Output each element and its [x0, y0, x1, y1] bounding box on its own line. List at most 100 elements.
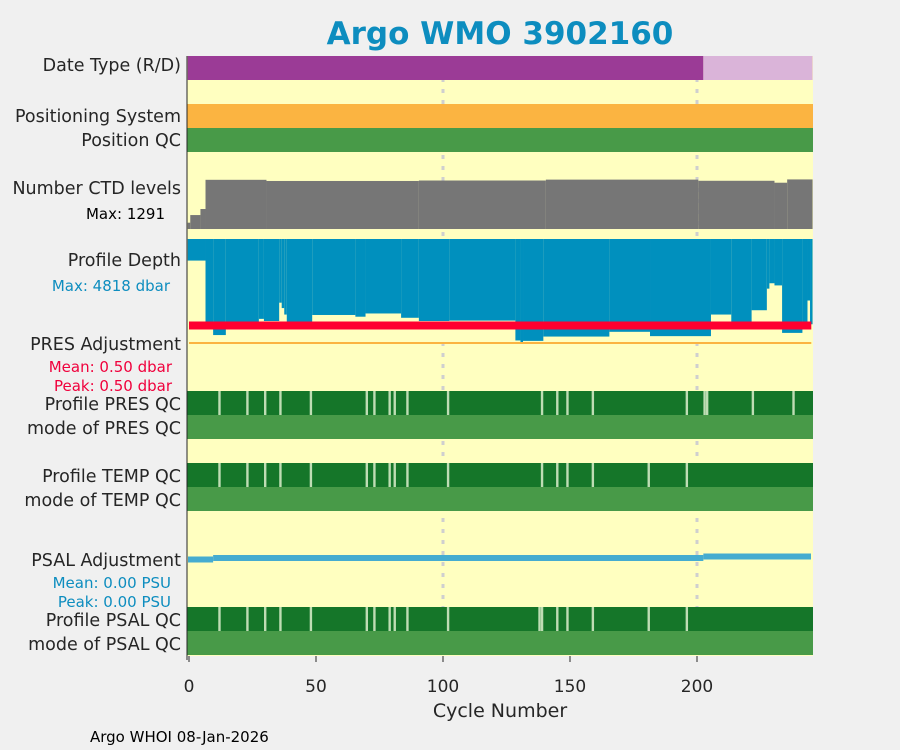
profile-depth-bar — [279, 239, 282, 303]
positioning-system-bar — [187, 104, 813, 128]
profile-depth-bar — [751, 239, 767, 311]
label-pres-qc-mode: mode of PRES QC — [27, 419, 181, 439]
profile-depth-bar — [258, 239, 264, 319]
grid-lines — [441, 56, 699, 656]
position-qc-bar — [187, 128, 813, 152]
date-type-D-bar — [703, 56, 813, 80]
label-pres-qc: Profile PRES QC — [45, 395, 181, 415]
pres-qc-flag-mark — [309, 391, 313, 415]
psal-qc-flag-mark — [365, 607, 368, 631]
pres-qc-flag-mark — [446, 391, 450, 415]
profile-depth-bar — [523, 239, 544, 341]
profile-depth-bar — [187, 239, 206, 261]
temp-qc-flag-mark — [406, 463, 409, 487]
x-tick-label: 100 — [427, 677, 459, 697]
profile-depth-bar — [284, 239, 287, 315]
pres-qc-flag-mark — [373, 391, 376, 415]
temp-qc-flag-mark — [264, 463, 267, 487]
profile-depth-bar — [543, 239, 610, 337]
pres-qc-flag-mark — [540, 391, 544, 415]
x-axis: 0 50 100 150 200 — [184, 656, 713, 697]
profile-depth-bar — [810, 239, 813, 325]
pres-qc-bar — [187, 391, 813, 415]
panel-labels: Date Type (R/D) Positioning System Posit… — [12, 56, 181, 655]
temp-qc-flag-mark — [446, 463, 450, 487]
profile-depth-bar — [515, 239, 521, 341]
temp-qc-flag-mark — [393, 463, 396, 487]
pres-qc-flag-mark — [556, 391, 559, 415]
psal-qc-flag-mark — [538, 607, 541, 631]
label-positioning-system: Positioning System — [15, 107, 181, 127]
psal-qc-flag-mark — [393, 607, 396, 631]
profile-depth-bar — [263, 239, 280, 322]
profile-depth-bar — [807, 239, 811, 301]
psal-qc-flag-mark — [279, 607, 282, 631]
profile-depth-bar — [205, 239, 214, 323]
label-ctd-max: Max: 1291 — [86, 205, 165, 223]
label-position-qc: Position QC — [81, 131, 181, 151]
profile-depth-bar — [520, 239, 524, 343]
pres-qc-flag-mark — [218, 391, 221, 415]
profile-depth-bar — [769, 239, 775, 284]
label-ctd-levels: Number CTD levels — [12, 179, 181, 199]
pres-qc-flag-mark — [566, 391, 569, 415]
temp-qc-bar — [187, 463, 813, 487]
profile-depth-bar — [401, 239, 419, 318]
psal-qc-flag-mark — [218, 607, 221, 631]
psal-qc-flag-mark — [264, 607, 267, 631]
ctd-levels-bar — [187, 222, 191, 229]
pres-qc-flag-mark — [705, 391, 709, 415]
label-psal-qc-mode: mode of PSAL QC — [28, 635, 181, 655]
profile-depth-bar — [766, 239, 770, 289]
profile-depth-bar — [355, 239, 366, 317]
pres-qc-flag-mark — [365, 391, 368, 415]
ctd-levels-bar — [200, 209, 206, 229]
label-profile-depth: Profile Depth — [68, 251, 181, 271]
profile-depth-bar — [802, 239, 808, 323]
temp-qc-mode-bar — [187, 487, 813, 511]
ctd-levels-bar — [698, 180, 775, 229]
profile-depth-bar — [609, 239, 651, 332]
temp-qc-flag-mark — [309, 463, 313, 487]
profile-depth-bar — [710, 239, 732, 315]
psal-qc-flag-mark — [246, 607, 249, 631]
psal-qc-flag-mark — [540, 607, 544, 631]
label-psal-qc: Profile PSAL QC — [46, 611, 181, 631]
date-type-R-bar — [187, 56, 704, 80]
x-tick-label: 50 — [305, 677, 327, 697]
chart-marks — [187, 56, 813, 655]
psal-qc-mode-bar — [187, 631, 813, 655]
profile-depth-bar — [225, 239, 259, 329]
temp-qc-flag-mark — [540, 463, 544, 487]
temp-qc-flag-mark — [556, 463, 559, 487]
psal-qc-flag-mark — [685, 607, 689, 631]
footer-text: Argo WHOI 08-Jan-2026 — [90, 728, 269, 746]
temp-qc-flag-mark — [365, 463, 368, 487]
pres-qc-flag-mark — [264, 391, 267, 415]
label-psal-mean: Mean: 0.00 PSU — [53, 574, 171, 592]
temp-qc-flag-mark — [279, 463, 282, 487]
profile-depth-bar — [213, 239, 226, 336]
profile-depth-bar — [782, 239, 803, 333]
psal-qc-bar — [187, 607, 813, 631]
profile-depth-bar — [281, 239, 285, 309]
temp-qc-flag-mark — [685, 463, 689, 487]
temp-qc-flag-mark — [388, 463, 391, 487]
label-pres-mean: Mean: 0.50 dbar — [49, 358, 173, 376]
label-depth-max: Max: 4818 dbar — [52, 277, 171, 295]
psal-qc-flag-mark — [446, 607, 450, 631]
psal-qc-flag-mark — [591, 607, 595, 631]
label-pres-peak: Peak: 0.50 dbar — [54, 377, 173, 395]
pres-qc-flag-mark — [406, 391, 409, 415]
psal-qc-flag-mark — [309, 607, 313, 631]
x-tick-label: 200 — [681, 677, 713, 697]
temp-qc-flag-mark — [373, 463, 376, 487]
ctd-levels-bar — [787, 179, 813, 229]
pres-qc-flag-mark — [388, 391, 391, 415]
psal-qc-flag-mark — [373, 607, 376, 631]
temp-qc-flag-mark — [591, 463, 595, 487]
label-temp-qc: Profile TEMP QC — [42, 467, 181, 487]
pres-qc-mode-bar — [187, 415, 813, 439]
profile-depth-bar — [449, 239, 516, 321]
